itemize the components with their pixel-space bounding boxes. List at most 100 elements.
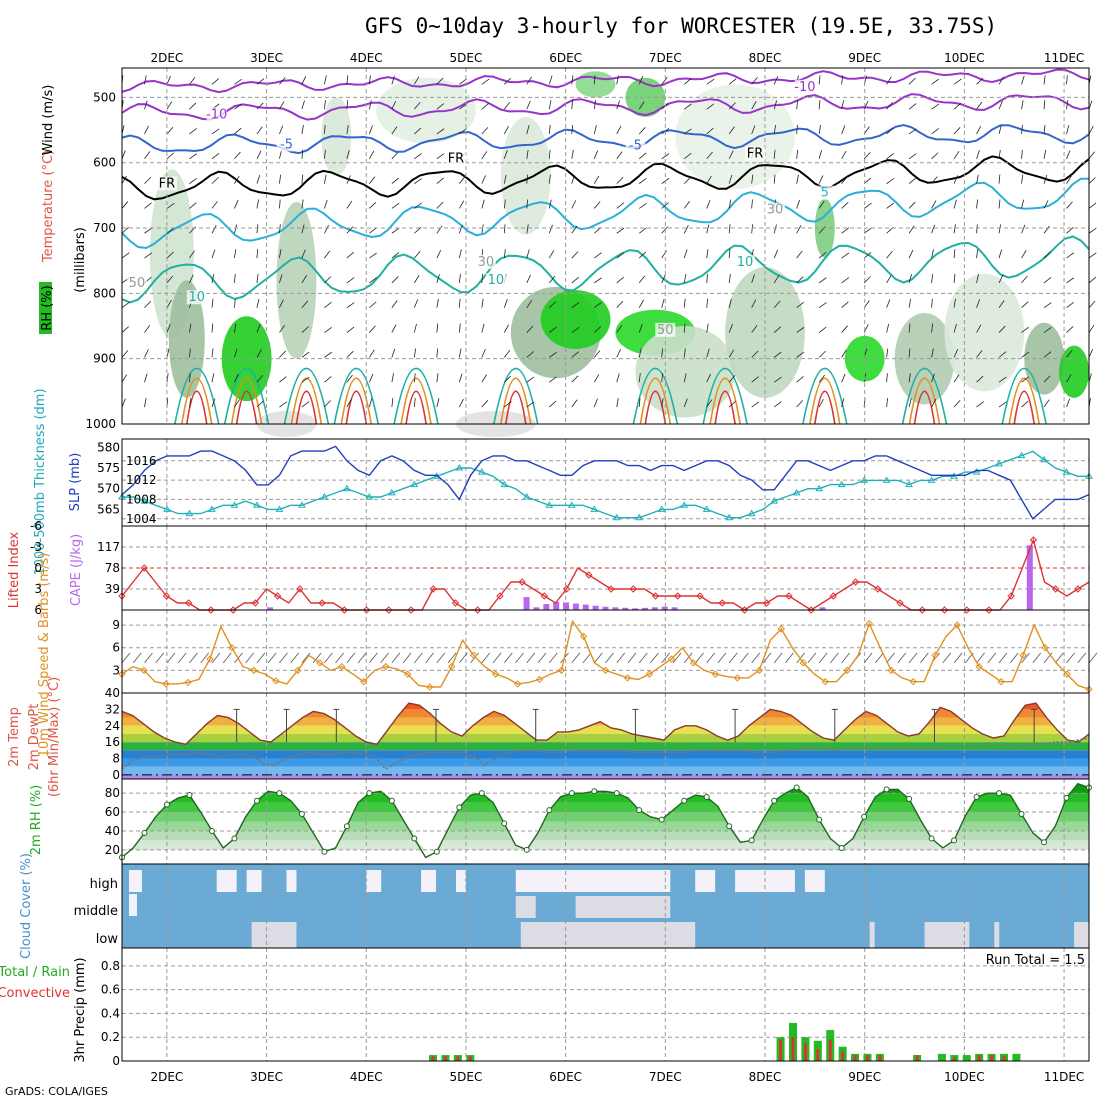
wind-barb xyxy=(414,178,422,184)
temp-spike-contour xyxy=(809,377,841,425)
wind-barb xyxy=(279,125,284,135)
wind-barb xyxy=(773,652,783,664)
wind-barb xyxy=(1066,175,1072,184)
wind-barb xyxy=(841,325,848,333)
wind-barb xyxy=(436,201,444,209)
wind-barb xyxy=(301,125,304,135)
wind-barb xyxy=(796,301,805,309)
cape-bar xyxy=(533,607,540,610)
wind-barb xyxy=(144,252,153,259)
wind-speed-line-marker xyxy=(887,666,895,675)
wind-barb xyxy=(369,373,374,383)
contour-label: 10 xyxy=(737,255,754,270)
rh-line-marker xyxy=(433,848,440,855)
temp-spike-contour xyxy=(644,390,667,425)
wind-barb xyxy=(638,152,647,160)
wind-barb xyxy=(548,199,552,209)
wind-barb xyxy=(773,351,782,358)
wind-barb xyxy=(683,274,687,283)
wind-barb xyxy=(481,175,486,184)
wind-barb xyxy=(593,374,600,383)
wind-barb xyxy=(549,301,557,309)
wind-barb xyxy=(953,103,962,110)
wind-barb xyxy=(346,75,349,85)
rh-band xyxy=(122,821,1089,831)
wind-barb xyxy=(548,149,551,159)
lifted-index-line-marker xyxy=(429,585,437,593)
wind-speed-line-marker xyxy=(184,678,192,687)
mid-cloud xyxy=(128,894,137,916)
wind-barb xyxy=(211,348,214,358)
wind-barb xyxy=(436,348,439,358)
x-tick-label: 11DEC xyxy=(1044,1070,1084,1084)
wind-barb xyxy=(616,177,624,184)
wind-barb xyxy=(368,125,373,135)
wind-barb xyxy=(503,174,507,184)
wind-barb xyxy=(863,652,873,664)
wind-barb xyxy=(155,652,165,664)
wind-barb xyxy=(728,102,736,110)
wind-barb xyxy=(458,273,461,283)
temperature-axis-label: Temperature (°C) xyxy=(41,150,56,263)
wind-barb xyxy=(931,323,934,333)
wind-barb xyxy=(841,652,850,664)
x-tick-label: 4DEC xyxy=(350,1070,383,1084)
wind-barb xyxy=(1043,351,1052,358)
lifted-index-line-marker xyxy=(296,585,304,593)
thickness-line-marker xyxy=(477,468,486,475)
precip-rain-bar xyxy=(1002,1056,1006,1061)
wind-barb xyxy=(166,323,171,333)
wind-barb xyxy=(661,373,663,383)
rh-line-marker xyxy=(1041,839,1048,846)
contour-label-bg xyxy=(735,254,756,269)
wind-speed-line-marker xyxy=(294,666,302,675)
x-tick-label: 9DEC xyxy=(848,51,881,65)
wind-barb xyxy=(908,373,911,383)
wind-barb xyxy=(616,75,619,85)
wind-barb xyxy=(526,149,529,159)
wind-barb xyxy=(222,652,232,664)
wind-barb xyxy=(773,326,782,333)
contour-label: 50 xyxy=(657,323,674,338)
wind-barb xyxy=(346,302,355,309)
wind-barb xyxy=(279,149,282,159)
wind-barb xyxy=(144,373,148,383)
wind-barb xyxy=(976,401,984,408)
wind-barb xyxy=(976,274,979,283)
lifted-index-line-marker xyxy=(184,599,193,607)
cloud-layer-label: low xyxy=(96,932,119,947)
temp-contour-10 xyxy=(121,235,1090,304)
wind-barb xyxy=(773,275,780,284)
rh-legend-swatch xyxy=(39,282,52,334)
wind-barb xyxy=(447,652,457,664)
lifted-index-line-marker xyxy=(607,585,615,593)
y-tick-label: 9 xyxy=(112,618,120,632)
wind-barb xyxy=(751,299,757,308)
wind-barb xyxy=(841,150,847,159)
wind-barb xyxy=(256,349,262,358)
wind-barb xyxy=(931,176,938,184)
wind-barb xyxy=(234,78,243,85)
wind-barb xyxy=(886,127,894,135)
precip-rain-bar xyxy=(915,1055,919,1061)
wind-barb xyxy=(1021,326,1029,333)
thickness-line-marker xyxy=(837,480,846,488)
wind-speed-line-marker xyxy=(425,683,434,691)
wind-barb xyxy=(886,178,895,184)
wind-barb xyxy=(459,176,466,184)
wind-barb xyxy=(751,325,758,333)
wind-barb xyxy=(751,101,757,110)
wind-barb xyxy=(1088,300,1096,309)
wind-barb xyxy=(211,152,220,160)
wind-barb xyxy=(324,174,327,184)
wind-barb xyxy=(481,298,484,308)
y-tick-label: 0.6 xyxy=(101,983,120,997)
wind-barb xyxy=(683,152,692,160)
wind-barb xyxy=(369,150,375,159)
wind-speed-line-marker xyxy=(645,670,654,678)
wind-barb xyxy=(549,351,557,358)
rh-line-marker xyxy=(523,846,530,853)
wind-barb xyxy=(234,200,239,209)
wind-barb xyxy=(391,100,397,110)
x-tick-label: 6DEC xyxy=(549,1070,582,1084)
